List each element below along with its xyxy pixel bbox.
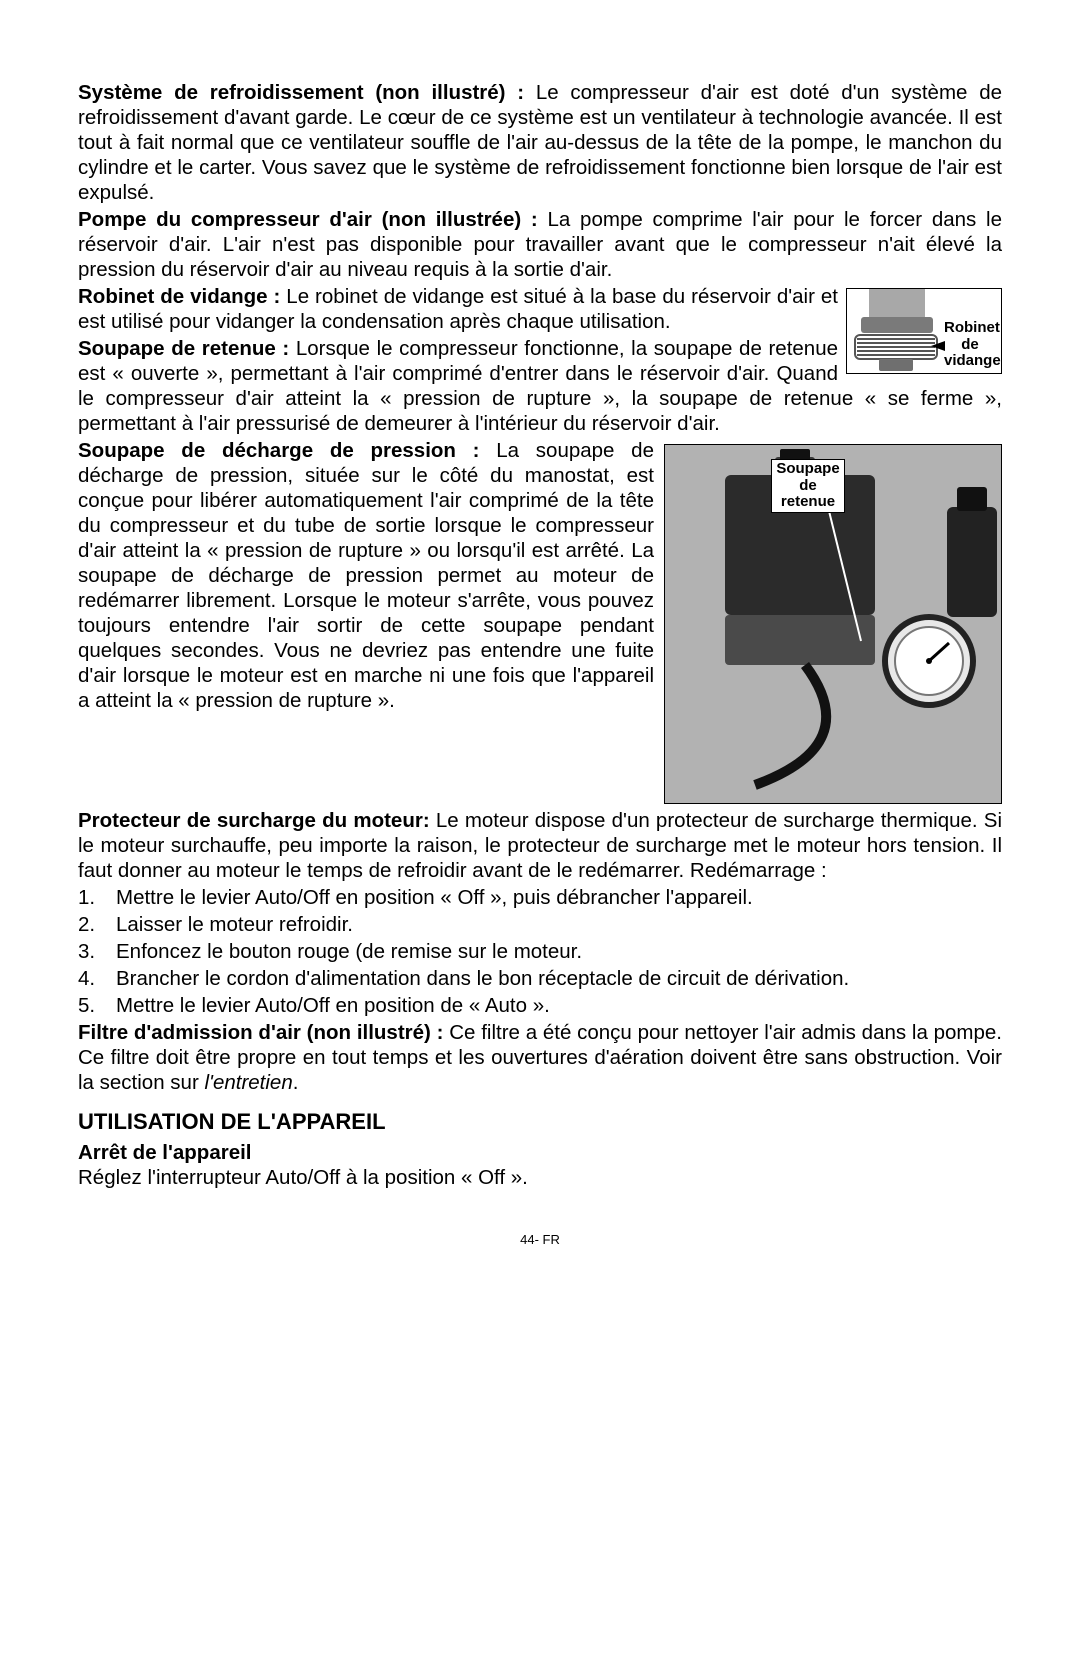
list-item: 4.Brancher le cordon d'alimentation dans… [78, 966, 1002, 991]
restart-steps: 1.Mettre le levier Auto/Off en position … [78, 885, 1002, 1018]
para-overload: Protecteur de surcharge du moteur: Le mo… [78, 808, 1002, 883]
label-cooling: Système de refroidissement (non illustré… [78, 81, 524, 104]
body-relief-valve: La soupape de décharge de pression, situ… [78, 439, 654, 712]
step-text: Mettre le levier Auto/Off en position de… [116, 993, 1002, 1018]
step-number: 3. [78, 939, 116, 964]
page-number: 44- FR [78, 1232, 1002, 1248]
figure-check-valve-label: Soupapederetenue [771, 459, 845, 513]
step-number: 4. [78, 966, 116, 991]
para-filter: Filtre d'admission d'air (non illustré) … [78, 1020, 1002, 1095]
label-pump: Pompe du compresseur d'air (non illustré… [78, 208, 538, 231]
step-number: 2. [78, 912, 116, 937]
arrow-icon [931, 341, 945, 351]
figure-drain-valve-label: Robinetdevidange [941, 319, 999, 371]
figure-check-valve: Soupapederetenue [664, 444, 1002, 804]
figure-drain-valve: Robinetdevidange [846, 288, 1002, 374]
section-heading-operation: UTILISATION DE L'APPAREIL [78, 1109, 1002, 1136]
para-stop: Réglez l'interrupteur Auto/Off à la posi… [78, 1165, 1002, 1190]
label-check-valve: Soupape de retenue : [78, 337, 289, 360]
body-filter-italic: l'entretien [204, 1071, 292, 1094]
label-relief-valve: Soupape de décharge de pression : [78, 439, 480, 462]
label-overload: Protecteur de surcharge du moteur: [78, 809, 430, 832]
step-text: Laisser le moteur refroidir. [116, 912, 1002, 937]
para-pump: Pompe du compresseur d'air (non illustré… [78, 207, 1002, 282]
step-text: Mettre le levier Auto/Off en position « … [116, 885, 1002, 910]
label-drain: Robinet de vidange : [78, 285, 280, 308]
list-item: 3.Enfoncez le bouton rouge (de remise su… [78, 939, 1002, 964]
step-number: 1. [78, 885, 116, 910]
step-number: 5. [78, 993, 116, 1018]
step-text: Enfoncez le bouton rouge (de remise sur … [116, 939, 1002, 964]
list-item: 1.Mettre le levier Auto/Off en position … [78, 885, 1002, 910]
label-filter: Filtre d'admission d'air (non illustré) … [78, 1021, 443, 1044]
list-item: 5.Mettre le levier Auto/Off en position … [78, 993, 1002, 1018]
step-text: Brancher le cordon d'alimentation dans l… [116, 966, 1002, 991]
list-item: 2.Laisser le moteur refroidir. [78, 912, 1002, 937]
subheading-stop: Arrêt de l'appareil [78, 1140, 1002, 1165]
body-filter-b: . [293, 1071, 299, 1094]
para-cooling: Système de refroidissement (non illustré… [78, 80, 1002, 205]
